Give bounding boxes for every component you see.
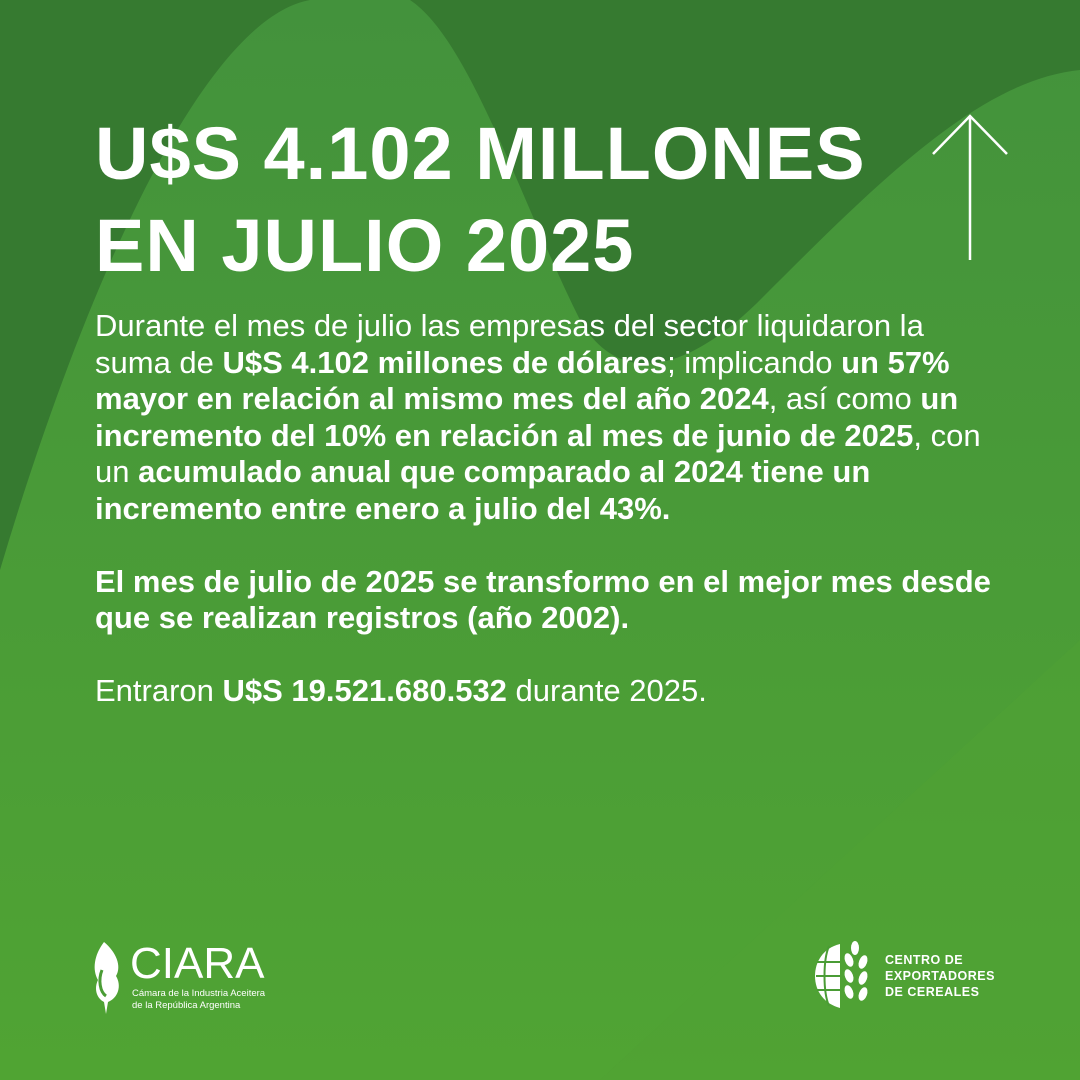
highlight-yoy: un 57% mayor en relación al mismo mes de… [95,344,950,417]
paragraph-total: Entraron U$S 19.521.680.532 durante 2025… [95,673,995,710]
cec-logo: CENTRO DE EXPORTADORES DE CEREALES [815,940,1015,1010]
body-text: Durante el mes de julio las empresas del… [95,308,995,746]
text-segment: , así como [768,381,921,416]
paragraph-summary: Durante el mes de julio las empresas del… [95,308,995,527]
text-segment: Entraron [95,673,223,708]
arrow-up-icon [932,114,1008,260]
leaf-drop-icon [94,942,119,1014]
paragraph-record: El mes de julio de 2025 se transformo en… [95,564,995,637]
record-text: El mes de julio de 2025 se transformo en… [95,563,991,636]
highlight-total: U$S 19.521.680.532 [222,673,507,708]
headline: U$S 4.102 MILLONES EN JULIO 2025 [95,108,866,292]
text-segment: Durante el mes de julio las empresas del… [95,308,924,380]
headline-line-2: EN JULIO 2025 [95,204,635,287]
highlight-mom: un incremento del 10% en relación al mes… [95,381,959,453]
text-segment: , con un [95,417,981,490]
text-segment: ; implicando [667,344,842,380]
headline-line-1: U$S 4.102 MILLONES [95,112,866,195]
highlight-accumulated: acumulado anual que comparado al 2024 ti… [95,454,871,526]
ciara-logo: CIARA Cámara de la Industria Aceitera de… [92,940,272,1015]
text-segment: durante 2025. [506,673,707,708]
globe-wheat-icon [815,941,868,1008]
highlight-amount: U$S 4.102 millones de dólares [222,344,668,380]
